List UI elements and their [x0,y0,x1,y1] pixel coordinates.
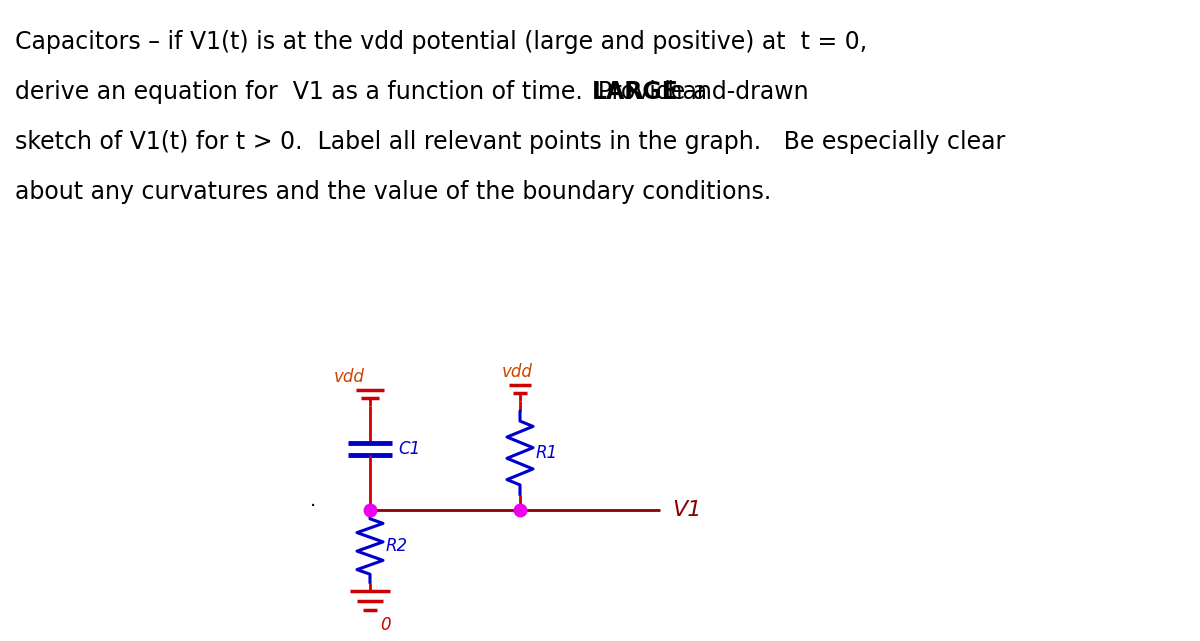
Text: vdd: vdd [502,363,533,381]
Text: V1: V1 [672,500,701,520]
Text: Capacitors – if V1(t) is at the vdd potential (large and positive) at  t = 0,: Capacitors – if V1(t) is at the vdd pote… [14,30,868,54]
Text: derive an equation for  V1 as a function of time.  Provide a: derive an equation for V1 as a function … [14,80,715,104]
Text: about any curvatures and the value of the boundary conditions.: about any curvatures and the value of th… [14,180,772,204]
Text: R1: R1 [536,444,558,462]
Text: hand-drawn: hand-drawn [660,80,809,104]
Text: 0: 0 [380,616,391,634]
Text: LARGE: LARGE [592,80,679,104]
Text: vdd: vdd [334,368,365,386]
Text: .: . [310,490,317,510]
Text: sketch of V1(t) for t > 0.  Label all relevant points in the graph.   Be especia: sketch of V1(t) for t > 0. Label all rel… [14,130,1006,154]
Text: R2: R2 [386,537,408,555]
Text: C1: C1 [398,440,420,458]
